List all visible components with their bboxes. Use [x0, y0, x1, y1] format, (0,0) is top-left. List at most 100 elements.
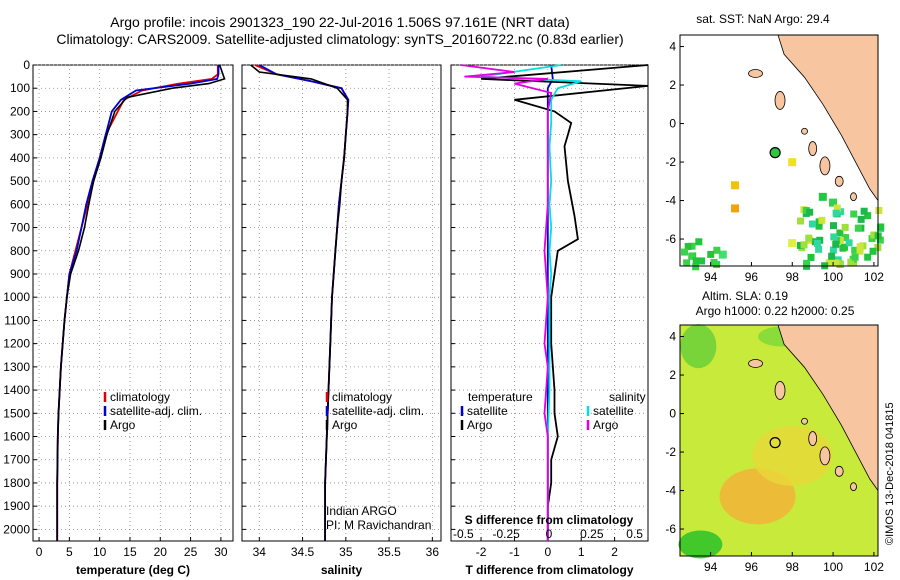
sst-cell	[836, 229, 844, 237]
legend-label: temperature	[468, 390, 533, 404]
sst-cell	[806, 208, 814, 216]
y-tick-label: 1400	[3, 383, 30, 397]
plot-frame	[241, 64, 442, 542]
sst-cell	[833, 204, 841, 212]
x-tick-label: -2	[476, 545, 487, 559]
sst-cell	[832, 240, 840, 248]
y-tick-label: 700	[10, 221, 30, 235]
sumatra-land	[777, 34, 879, 202]
y-tick-label: -2	[665, 155, 676, 169]
island	[748, 359, 763, 368]
x-tick-label: 102	[864, 270, 884, 284]
y-tick-label: 1200	[3, 337, 30, 351]
difference-panel: -2 -1 0 1 2 T difference from climatology temp…	[450, 64, 649, 577]
sst-cell	[832, 209, 840, 217]
sst-cell	[876, 236, 884, 244]
y-tick-label: -4	[665, 484, 676, 498]
sst-cell	[684, 243, 692, 251]
sst-cell	[825, 259, 833, 267]
island	[834, 465, 844, 477]
x-tick-label: 30	[214, 545, 228, 559]
series-line-t-argo	[481, 64, 649, 541]
x-tick-label: 25	[184, 545, 198, 559]
legend-label: Argo	[467, 418, 493, 432]
x-axis-label: temperature (deg C)	[76, 563, 190, 577]
sla-map-title-1: Altim. SLA: 0.19	[702, 289, 788, 303]
sst-cell	[836, 260, 844, 268]
sst-cell	[713, 261, 721, 269]
y-tick-label: 1600	[3, 430, 30, 444]
x-tick-label: 94	[704, 270, 718, 284]
sumatra-land	[777, 324, 879, 492]
y-tick-label: 4	[669, 330, 676, 344]
y-tick-label: 900	[10, 267, 30, 281]
sst-cell	[868, 235, 876, 243]
x-tick-label: -1	[509, 545, 520, 559]
legend-label: Argo	[110, 418, 136, 432]
sst-cell	[877, 223, 885, 231]
series-line-s-satellite	[480, 64, 582, 541]
y-tick-label: 500	[10, 174, 30, 188]
sst-cell	[692, 263, 700, 271]
legend-label: satellite-adj. clim.	[332, 404, 424, 418]
sst-cell	[869, 247, 877, 255]
sst-cell	[813, 239, 821, 247]
title-line-1: Argo profile: incois 2901323_190 22-Jul-…	[110, 14, 569, 30]
x-tick-label: 98	[786, 560, 800, 574]
sst-cell	[695, 238, 703, 246]
sla-map: 94 96 98 100 102 4 2 0 -2 -4 -6	[665, 324, 884, 574]
sla-map-title-2: Argo h1000: 0.22 h2000: 0.25	[696, 304, 855, 318]
top-axis-label: S difference from climatology	[465, 513, 634, 527]
x-axis-label: salinity	[321, 563, 363, 577]
plot-frame	[32, 64, 234, 542]
x-tick-label: 34	[253, 545, 267, 559]
island	[819, 156, 831, 176]
y-tick-label: 200	[10, 104, 30, 118]
sst-cell	[797, 217, 805, 225]
island	[801, 127, 808, 135]
x-tick-label: 15	[123, 545, 137, 559]
x-tick-label: 100	[823, 560, 843, 574]
island	[850, 482, 857, 492]
sst-cell	[864, 212, 872, 220]
island	[748, 69, 763, 78]
island	[850, 192, 857, 202]
x-tick-label: 98	[786, 270, 800, 284]
y-tick-label: 1700	[3, 453, 30, 467]
y-tick-label: 800	[10, 244, 30, 258]
sst-cell	[830, 233, 838, 241]
series-line-argo	[56, 64, 226, 541]
series-line-argo	[250, 64, 349, 541]
y-tick-label: -6	[665, 522, 676, 536]
imos-credit: ©IMOS 13-Dec-2018 041815	[884, 402, 896, 545]
island	[774, 381, 786, 400]
y-tick-label: 1900	[3, 499, 30, 513]
sst-cell	[805, 234, 813, 242]
legend-label: Argo	[593, 418, 619, 432]
argo-position-marker	[769, 147, 781, 159]
x-tick-label: 94	[704, 560, 718, 574]
y-tick-label: 1000	[3, 290, 30, 304]
sst-cell	[818, 216, 826, 224]
temperature-panel: 0100200300400500600700800900100011001200…	[3, 58, 234, 577]
y-tick-label: 4	[669, 40, 676, 54]
y-tick-label: 400	[10, 151, 30, 165]
sst-cell	[731, 181, 740, 190]
island	[808, 431, 818, 446]
x-tick-label: 100	[823, 270, 843, 284]
sst-cell	[688, 252, 696, 260]
sst-cell	[832, 259, 840, 267]
sst-cell	[857, 215, 865, 223]
sst-cell	[815, 222, 823, 230]
sst-cell	[688, 242, 696, 250]
sst-cell	[828, 252, 836, 260]
sst-map: 94 96 98 100 102 4 2 0 -2 -4 -6	[665, 34, 885, 284]
sst-cell	[815, 245, 823, 253]
sst-cell	[800, 241, 808, 249]
sst-cell	[808, 220, 816, 228]
sst-cell	[683, 259, 691, 267]
x-tick-label: 96	[745, 270, 759, 284]
x-tick-label: 34.5	[291, 545, 315, 559]
x-tick-label: 0	[544, 545, 551, 559]
